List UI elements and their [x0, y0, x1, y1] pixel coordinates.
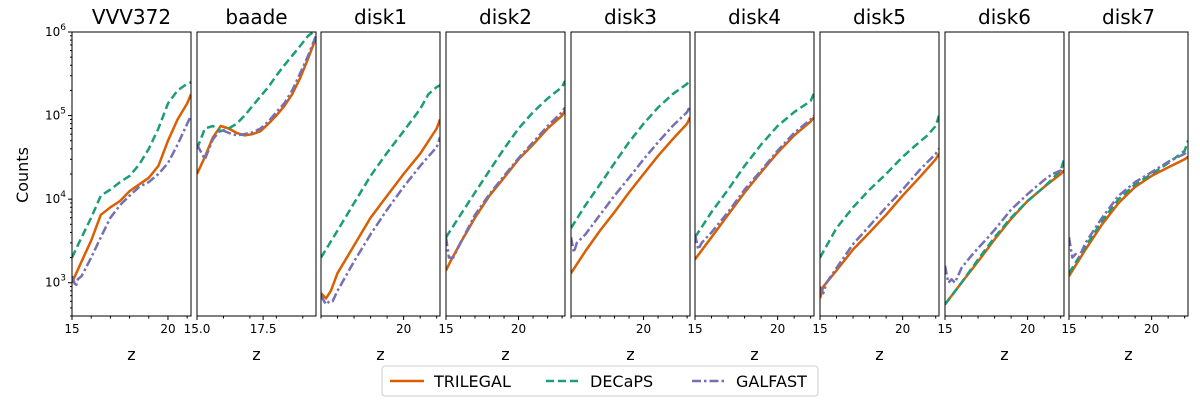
- series-line-galfast: [197, 35, 316, 161]
- panel-baade: baade 15.0 17.5 z: [184, 5, 317, 364]
- legend-label-galfast: GALFAST: [736, 372, 807, 391]
- legend: TRILEGAL DECaPS GALFAST: [381, 365, 819, 397]
- x-axis-label: z: [750, 345, 758, 364]
- x-tick-label: 20: [636, 322, 651, 336]
- panel-frame: [445, 31, 566, 317]
- series-line-decaps: [571, 79, 690, 229]
- panel-title: disk5: [853, 5, 906, 29]
- panel-frame: [71, 31, 192, 317]
- panel-title: disk4: [728, 5, 781, 29]
- legend-label-decaps: DECaPS: [590, 372, 653, 391]
- panel-title: baade: [225, 5, 287, 29]
- series-line-decaps: [695, 92, 814, 238]
- series-line-decaps: [321, 84, 440, 259]
- x-tick-label: 20: [895, 322, 910, 336]
- x-tick-label: 17.5: [250, 322, 277, 336]
- x-axis-label: z: [1000, 345, 1008, 364]
- x-tick-label: 15: [1061, 322, 1076, 336]
- series-line-decaps: [820, 115, 939, 259]
- x-tick-label: 20: [160, 322, 175, 336]
- panel-frame: [819, 31, 940, 317]
- series-group: [820, 115, 939, 299]
- x-tick-label: 20: [1144, 322, 1159, 336]
- series-line-galfast: [820, 148, 939, 295]
- panel-frame: [694, 31, 815, 317]
- panel-vvv372: VVV372 15 20 z 103 104 105 106: [45, 5, 192, 364]
- panel-disk2: disk2 15 20z: [438, 5, 566, 364]
- series-line-trilegal: [446, 109, 565, 272]
- panel-disk6: disk6 15 20 z: [937, 5, 1065, 364]
- x-tick-label: 15: [64, 322, 79, 336]
- series-group: [197, 32, 316, 175]
- series-group: [695, 92, 814, 261]
- panel-disk3: disk3 20z: [570, 5, 691, 364]
- series-line-trilegal: [197, 37, 316, 175]
- series-group: [72, 81, 191, 288]
- panel-disk5: disk5 15 20 z: [812, 5, 940, 364]
- series-line-decaps: [945, 158, 1064, 306]
- series-line-decaps: [72, 81, 191, 259]
- series-group: [1069, 140, 1188, 277]
- y-tick-label: 103: [45, 274, 66, 290]
- panel-title: disk3: [604, 5, 657, 29]
- legend-box: [381, 365, 819, 397]
- series-line-decaps: [1069, 140, 1188, 274]
- y-tick-label: 106: [45, 23, 66, 39]
- x-tick-label: 15: [937, 322, 952, 336]
- x-axis-label: z: [127, 345, 135, 364]
- series-line-trilegal: [72, 93, 191, 284]
- series-line-trilegal: [1069, 155, 1188, 277]
- panel-disk1: disk1 20 z: [320, 5, 441, 364]
- series-group: [321, 84, 440, 306]
- x-tick-label: 20: [511, 322, 526, 336]
- panel-frame: [570, 31, 691, 317]
- series-line-galfast: [446, 106, 565, 259]
- series-line-galfast: [945, 165, 1064, 284]
- y-tick-label: 105: [45, 107, 66, 123]
- panel-frame: [1068, 31, 1189, 317]
- legend-label-trilegal: TRILEGAL: [433, 372, 511, 391]
- x-axis-label: z: [1124, 345, 1132, 364]
- panel-disk7: disk7 15 20 z: [1061, 5, 1189, 364]
- panel-title: VVV372: [92, 5, 171, 29]
- x-tick-label: 15: [687, 322, 702, 336]
- series-line-trilegal: [945, 169, 1064, 306]
- x-tick-label: 20: [1020, 322, 1035, 336]
- x-axis-label: z: [252, 345, 260, 364]
- panel-title: disk1: [354, 5, 407, 29]
- x-axis-label: z: [875, 345, 883, 364]
- series-line-trilegal: [695, 116, 814, 261]
- series-line-galfast: [72, 115, 191, 288]
- panel-title: disk7: [1102, 5, 1155, 29]
- series-group: [446, 80, 565, 272]
- x-axis-label: z: [376, 345, 384, 364]
- series-line-trilegal: [321, 118, 440, 300]
- panel-frame: [196, 31, 317, 317]
- x-tick-label: 15: [812, 322, 827, 336]
- y-tick-label: 104: [45, 190, 66, 206]
- x-tick-label: 20: [770, 322, 785, 336]
- panel-frame: [944, 31, 1065, 317]
- x-tick-label: 15.0: [184, 322, 211, 336]
- series-line-decaps: [446, 80, 565, 238]
- panel-disk4: disk4 15 20 z: [687, 5, 815, 364]
- y-axis-label: Counts: [13, 147, 32, 203]
- panel-frame: [320, 31, 441, 317]
- series-line-decaps: [197, 32, 316, 150]
- series-line-galfast: [695, 114, 814, 251]
- x-axis-label: z: [626, 345, 634, 364]
- x-tick-label: 15: [438, 322, 453, 336]
- series-group: [571, 79, 690, 274]
- x-axis-label: z: [501, 345, 509, 364]
- series-line-galfast: [571, 105, 690, 254]
- series-line-galfast: [321, 136, 440, 306]
- panel-title: disk2: [479, 5, 532, 29]
- series-group: [945, 158, 1064, 306]
- x-tick-label: 20: [396, 322, 411, 336]
- series-line-galfast: [1069, 149, 1188, 259]
- series-line-trilegal: [571, 116, 690, 274]
- panel-title: disk6: [978, 5, 1031, 29]
